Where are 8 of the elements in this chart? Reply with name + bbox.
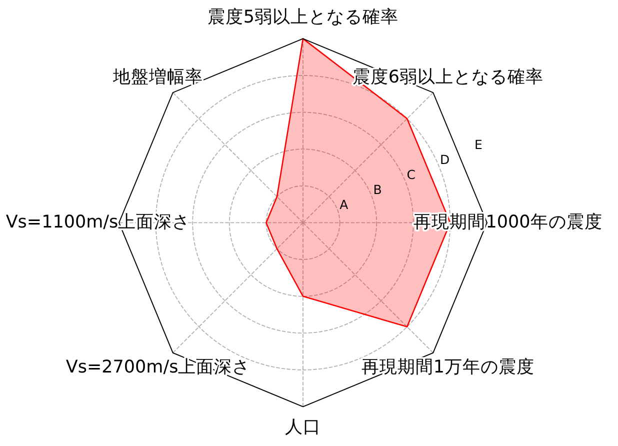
y-tick-label: D xyxy=(440,152,450,168)
y-tick-label: C xyxy=(406,167,416,182)
spoke-label: 震度5弱以上となる確率 xyxy=(207,6,399,28)
y-tick-label: E xyxy=(474,137,482,152)
y-tick-label: A xyxy=(340,196,349,212)
spoke-label: 地盤増幅率 xyxy=(112,66,204,88)
spoke-label: 人口 xyxy=(285,418,321,438)
y-tick-label: B xyxy=(373,182,382,198)
